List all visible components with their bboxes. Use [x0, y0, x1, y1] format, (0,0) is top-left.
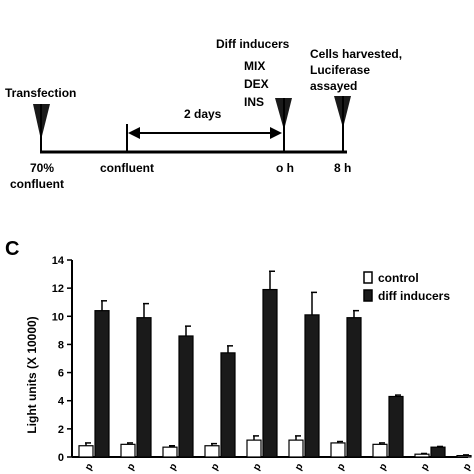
cells-harvested-line2: Luciferase — [310, 63, 370, 77]
y-tick-label: 6 — [58, 368, 64, 380]
cells-harvested-line1: Cells harvested, — [310, 47, 402, 61]
y-tick-label: 8 — [58, 339, 64, 351]
y-axis-label: Light units (X 10000) — [25, 316, 39, 433]
seventy-percent-label: 70% — [30, 161, 54, 175]
control-bar — [78, 445, 94, 458]
control-bar — [204, 445, 220, 458]
cells-harvested-line3: assayed — [310, 79, 357, 93]
eight-hour-label: 8 h — [334, 161, 351, 175]
y-tick-label: 12 — [52, 283, 64, 295]
category-tick-label: p — [125, 462, 138, 473]
diff-inducers-bar — [430, 446, 446, 458]
y-tick-label: 10 — [52, 311, 64, 323]
arrowhead-left — [128, 127, 140, 139]
bar-chart: 0 2 4 6 8 10 12 14 p p p p p p p p p p control diff inducer… — [52, 255, 474, 473]
control-bar — [330, 442, 346, 458]
legend-swatch-diff-inducers — [363, 289, 373, 302]
category-tick-label: p — [209, 462, 222, 473]
legend-label-control: control — [378, 271, 419, 285]
zero-hour-label: o h — [276, 161, 294, 175]
control-bar — [456, 454, 472, 458]
diff-inducers-bar — [304, 314, 320, 458]
diff-inducers-title: Diff inducers — [216, 37, 290, 51]
control-bar — [162, 446, 178, 458]
diff-inducers-bar — [346, 317, 362, 458]
diff-inducers-bar — [178, 335, 194, 458]
legend-label-diff-inducers: diff inducers — [378, 289, 450, 303]
control-bar — [246, 439, 262, 458]
legend-swatch-control — [363, 271, 373, 284]
inducer-ins: INS — [244, 95, 264, 109]
inducer-mix: MIX — [244, 59, 265, 73]
diff-inducers-bar — [262, 288, 278, 458]
confluent-label: confluent — [100, 161, 154, 175]
arrowhead-right — [270, 127, 282, 139]
category-tick-label: p — [293, 462, 306, 473]
category-tick-label: p — [83, 462, 96, 473]
diff-inducers-bar — [94, 310, 110, 458]
category-tick-label: p — [419, 462, 432, 473]
category-tick-label: p — [251, 462, 264, 473]
category-tick-label: p — [461, 462, 474, 473]
category-tick-label: p — [335, 462, 348, 473]
diff-inducers-bar — [220, 352, 236, 458]
seventy-confluent-label: confluent — [10, 177, 64, 191]
y-tick-label: 0 — [58, 452, 64, 464]
y-tick-label: 2 — [58, 424, 64, 436]
control-bar — [414, 453, 430, 458]
category-tick-label: p — [167, 462, 180, 473]
y-tick-label: 14 — [52, 255, 65, 267]
y-tick-label: 4 — [58, 396, 65, 408]
control-bar — [120, 443, 136, 458]
diff-inducers-bar — [136, 317, 152, 458]
timeline-schematic: Transfection 2 days Diff inducers MIX DE… — [5, 37, 402, 191]
control-bar — [288, 439, 304, 458]
transfection-label: Transfection — [5, 86, 76, 100]
category-tick-label: p — [377, 462, 390, 473]
inducer-dex: DEX — [244, 77, 269, 91]
panel-label-c: C — [5, 238, 19, 260]
two-days-label: 2 days — [184, 107, 222, 121]
diff-inducers-bar — [388, 395, 404, 458]
control-bar — [372, 443, 388, 458]
